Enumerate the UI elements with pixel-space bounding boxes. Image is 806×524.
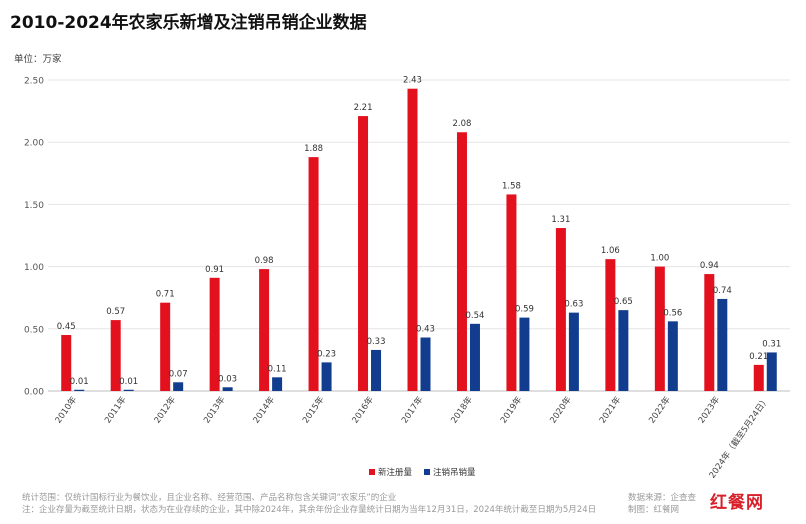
bar-cancellations <box>618 310 629 391</box>
data-label-new: 1.00 <box>650 254 669 264</box>
bar-cancellations <box>766 352 777 391</box>
bar-cancellations <box>74 389 85 391</box>
x-tick-label: 2023年 <box>696 394 723 425</box>
data-label-cancel: 0.65 <box>614 297 633 307</box>
data-label-new: 2.21 <box>354 103 373 113</box>
x-tick-label: 2015年 <box>300 394 327 425</box>
brand-logo-text: 红餐网 <box>710 492 764 513</box>
bar-new-registrations <box>209 277 220 391</box>
data-label-cancel: 0.63 <box>564 300 583 310</box>
y-tick-label: 1.00 <box>24 263 44 273</box>
bar-cancellations <box>173 382 184 391</box>
x-tick-label: 2011年 <box>102 394 129 425</box>
bar-new-registrations <box>555 228 566 391</box>
bar-new-registrations <box>160 302 171 391</box>
chart-maker: 制图：红餐网 <box>628 505 680 515</box>
y-tick-label: 2.50 <box>24 77 44 87</box>
x-tick-label: 2018年 <box>449 394 476 425</box>
data-label-cancel: 0.23 <box>317 349 336 359</box>
data-label-cancel: 0.56 <box>663 308 682 318</box>
bar-new-registrations <box>654 266 665 391</box>
footnote-note: 注：企业存量为截至统计日期，状态为在业存续的企业，其中除2024年，其余年份企业… <box>22 505 597 515</box>
x-tick-label: 2017年 <box>399 394 426 425</box>
bar-new-registrations <box>506 194 517 391</box>
x-tick-label: 2021年 <box>597 394 624 425</box>
y-tick-label: 2.00 <box>24 139 44 149</box>
bar-new-registrations <box>753 364 764 391</box>
data-label-cancel: 0.01 <box>70 377 89 387</box>
data-label-cancel: 0.33 <box>367 337 386 347</box>
data-label-cancel: 0.03 <box>218 374 237 384</box>
bar-new-registrations <box>61 335 72 391</box>
bar-cancellations <box>568 312 579 391</box>
y-tick-label: 0.50 <box>24 325 44 335</box>
bar-new-registrations <box>110 320 121 391</box>
bar-cancellations <box>667 321 678 391</box>
data-label-cancel: 0.07 <box>169 369 188 379</box>
data-label-new: 0.45 <box>57 322 76 332</box>
unit-label: 单位：万家 <box>14 54 62 65</box>
bar-cancellations <box>371 349 382 391</box>
data-label-new: 0.57 <box>106 307 125 317</box>
data-label-cancel: 0.11 <box>268 364 287 374</box>
bar-cancellations <box>717 298 728 391</box>
x-tick-label: 2022年 <box>646 394 673 425</box>
data-label-new: 0.91 <box>205 265 224 275</box>
y-tick-label: 0.00 <box>24 388 44 398</box>
x-tick-label: 2019年 <box>498 394 525 425</box>
bar-new-registrations <box>456 132 467 392</box>
legend-swatch-cancel <box>424 469 430 475</box>
legend-label-new: 新注册量 <box>378 467 413 478</box>
data-label-cancel: 0.74 <box>713 286 732 296</box>
bar-cancellations <box>222 387 233 391</box>
bar-new-registrations <box>308 157 319 391</box>
x-tick-label: 2014年 <box>251 394 278 425</box>
x-tick-label: 2020年 <box>548 394 575 425</box>
data-label-cancel: 0.01 <box>119 377 138 387</box>
bar-cancellations <box>123 389 134 391</box>
data-label-new: 2.43 <box>403 76 422 86</box>
bar-cancellations <box>469 323 480 391</box>
data-label-cancel: 0.59 <box>515 305 534 315</box>
y-tick-label: 1.50 <box>24 201 44 211</box>
bar-cancellations <box>321 362 332 391</box>
data-label-new: 2.08 <box>452 119 471 129</box>
data-label-new: 1.31 <box>551 215 570 225</box>
chart-title: 2010-2024年农家乐新增及注销吊销企业数据 <box>10 13 367 33</box>
data-label-cancel: 0.43 <box>416 325 435 335</box>
x-tick-label: 2010年 <box>53 394 80 425</box>
data-label-new: 0.94 <box>700 261 719 271</box>
bar-new-registrations <box>259 269 270 391</box>
bar-new-registrations <box>704 274 715 391</box>
data-label-new: 0.21 <box>749 352 768 362</box>
bar-new-registrations <box>605 259 616 391</box>
bar-new-registrations <box>358 116 369 392</box>
data-label-new: 0.98 <box>255 256 274 266</box>
x-tick-label: 2016年 <box>350 394 377 425</box>
x-tick-label: 2013年 <box>201 394 228 425</box>
footnote-scope: 统计范围：仅统计国标行业为餐饮业，且企业名称、经营范围、产品名称包含关键词“农家… <box>22 493 397 503</box>
bar-cancellations <box>272 377 283 391</box>
bar-cancellations <box>420 337 431 391</box>
data-label-new: 1.88 <box>304 144 323 154</box>
x-tick-label: 2012年 <box>152 394 179 425</box>
data-label-cancel: 0.31 <box>762 339 781 349</box>
brand-logo: 红餐网 <box>710 488 782 513</box>
bar-cancellations <box>519 317 530 391</box>
legend-label-cancel: 注销吊销量 <box>433 467 476 478</box>
legend-swatch-new <box>369 469 375 475</box>
data-label-new: 0.71 <box>156 290 175 300</box>
bar-new-registrations <box>407 88 418 391</box>
data-label-cancel: 0.54 <box>465 311 484 321</box>
data-source: 数据来源：企查查 <box>628 493 697 503</box>
data-label-new: 1.06 <box>601 246 620 256</box>
data-label-new: 1.58 <box>502 181 521 191</box>
